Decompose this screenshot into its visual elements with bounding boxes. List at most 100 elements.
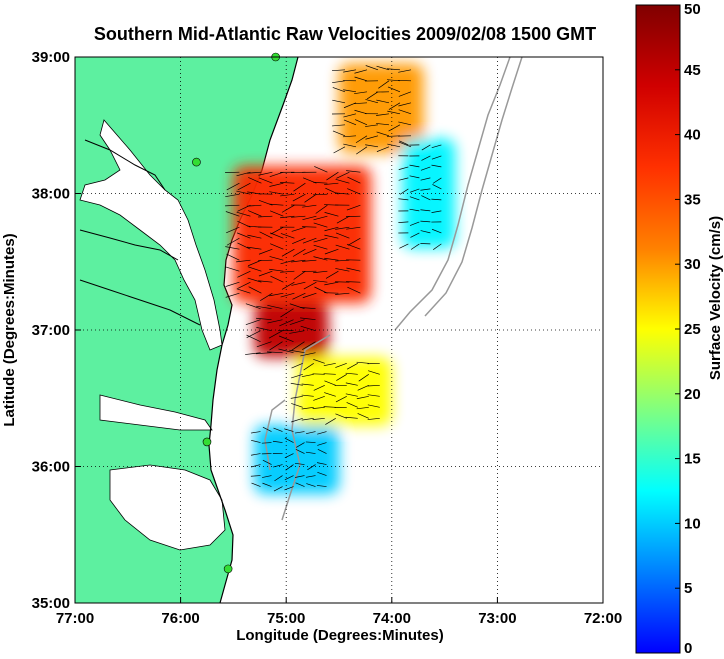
velocity-arrow: [431, 198, 442, 201]
velocity-arrow: [376, 146, 390, 152]
velocity-arrow: [343, 89, 357, 93]
velocity-arrow: [343, 113, 357, 118]
velocity-arrow: [387, 79, 401, 82]
velocity-arrow: [316, 485, 327, 487]
velocity-arrow: [324, 257, 339, 261]
colorbar-ticks: 0 5 10 15 20 25 30 35 40 45 50: [675, 1, 701, 657]
velocity-arrow: [291, 362, 303, 369]
velocity-arrow: [245, 319, 261, 326]
velocity-arrow: [335, 362, 347, 368]
velocity-arrow: [281, 204, 295, 213]
velocity-arrow: [270, 243, 284, 250]
velocity-arrow: [324, 380, 336, 386]
velocity-arrow: [345, 382, 358, 386]
velocity-arrow: [285, 464, 294, 471]
velocity-arrow: [302, 215, 317, 221]
velocity-arrow: [302, 237, 317, 244]
velocity-arrow: [304, 193, 317, 203]
velocity-arrow: [226, 226, 240, 234]
velocity-arrow: [294, 462, 305, 465]
velocity-arrow: [387, 86, 401, 93]
velocity-arrow: [247, 246, 262, 250]
velocity-arrow: [317, 448, 327, 454]
velocity-arrow: [291, 417, 303, 423]
bathymetry-contour: [394, 57, 511, 331]
velocity-arrow: [256, 341, 272, 348]
velocity-arrow: [332, 130, 346, 137]
velocity-arrow: [335, 268, 350, 272]
velocity-arrow: [313, 237, 328, 243]
velocity-arrow: [345, 416, 358, 419]
velocity-arrow: [335, 395, 347, 403]
velocity-arrow: [291, 215, 306, 218]
velocity-arrow: [356, 406, 369, 410]
velocity-arrow: [269, 268, 284, 272]
y-tick-label: 39:00: [32, 49, 70, 66]
velocity-arrow: [289, 319, 305, 325]
velocity-arrow: [301, 394, 314, 397]
colorbar-tick-label: 0: [684, 640, 692, 657]
velocity-arrow: [346, 226, 361, 230]
velocity-arrow: [305, 451, 316, 454]
velocity-arrow: [354, 119, 368, 126]
velocity-arrow: [280, 215, 295, 219]
velocity-arrow: [332, 87, 346, 93]
velocity-arrow: [226, 253, 240, 261]
velocity-arrow: [284, 437, 294, 443]
velocity-arrow: [313, 256, 328, 261]
velocity-arrow: [432, 177, 442, 184]
velocity-arrow: [256, 327, 272, 332]
y-tick-label: 36:00: [32, 459, 70, 476]
velocity-arrow: [343, 135, 357, 138]
velocity-arrow: [284, 428, 294, 432]
velocity-arrow: [262, 482, 272, 487]
velocity-arrow: [270, 275, 284, 283]
velocity-arrow: [292, 292, 306, 300]
velocity-arrow: [335, 292, 350, 295]
velocity-arrow: [280, 292, 295, 298]
velocity-arrow: [290, 382, 303, 386]
velocity-arrow: [399, 243, 409, 249]
velocity-arrow: [313, 193, 328, 196]
velocity-arrow: [376, 99, 390, 104]
y-tick-label: 35:00: [32, 595, 70, 612]
velocity-arrow: [398, 109, 412, 115]
velocity-arrow: [292, 248, 306, 257]
velocity-arrow: [336, 374, 347, 381]
velocity-arrow: [284, 475, 294, 481]
x-axis-label: Longitude (Degrees:Minutes): [236, 627, 444, 644]
velocity-arrow: [267, 351, 283, 354]
x-tick-label: 77:00: [56, 610, 94, 627]
velocity-arrow: [278, 348, 294, 354]
velocity-arrows: [225, 65, 442, 492]
velocity-arrow: [335, 192, 350, 195]
velocity-arrow: [301, 406, 314, 410]
velocity-arrow: [258, 248, 273, 255]
velocity-arrow: [258, 215, 273, 218]
velocity-arrow: [325, 418, 336, 425]
velocity-arrow: [291, 259, 306, 263]
colorbar-tick-label: 5: [684, 580, 692, 597]
velocity-arrow: [269, 292, 284, 297]
velocity-arrow: [300, 317, 316, 321]
velocity-arrow: [313, 181, 328, 184]
velocity-arrow: [313, 244, 328, 250]
velocity-arrow: [317, 472, 327, 476]
velocity-arrow: [431, 155, 442, 160]
velocity-arrow: [281, 248, 295, 257]
velocity-arrow: [280, 182, 295, 184]
velocity-arrow: [420, 230, 431, 234]
velocity-arrow: [410, 232, 420, 238]
velocity-arrow: [258, 280, 273, 283]
velocity-arrow: [354, 102, 368, 105]
velocity-arrow: [290, 395, 303, 399]
velocity-arrow: [387, 68, 401, 71]
velocity-arrow: [376, 113, 390, 116]
velocity-arrow: [313, 395, 325, 401]
velocity-arrow: [345, 372, 358, 375]
velocity-arrow: [269, 210, 284, 217]
velocity-arrow: [301, 417, 314, 421]
velocity-arrow: [302, 204, 317, 208]
velocity-arrow: [324, 248, 339, 255]
velocity-arrow: [335, 259, 350, 262]
